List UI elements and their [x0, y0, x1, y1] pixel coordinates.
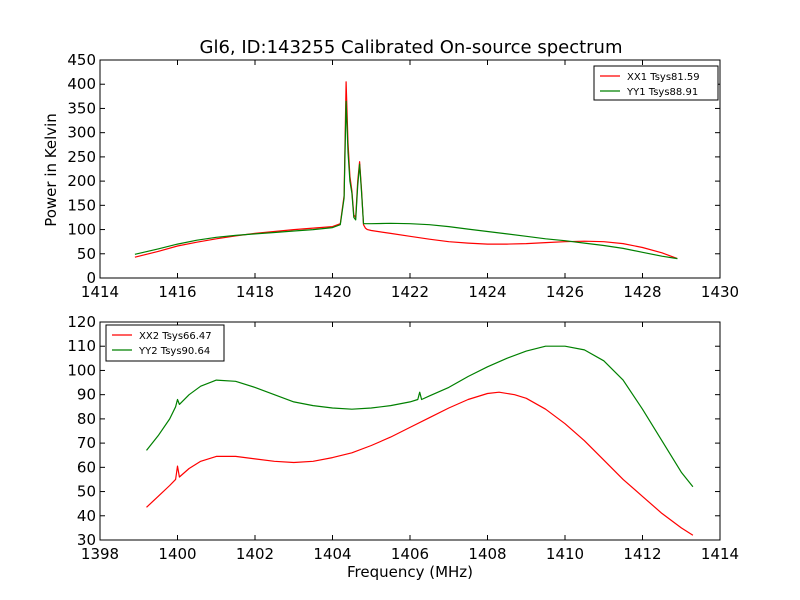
x-tick-label: 1414: [701, 545, 739, 563]
legend-label: YY1 Tsys88.91: [626, 87, 698, 98]
legend-box: [593, 65, 719, 101]
y-tick-label: 90: [77, 386, 96, 404]
y-tick-label: 60: [77, 458, 96, 476]
legend-label: XX1 Tsys81.59: [627, 72, 700, 83]
x-tick-label: 1414: [81, 283, 119, 301]
x-tick-label: 1428: [623, 283, 661, 301]
y-tick-label: 100: [67, 221, 96, 239]
x-tick-label: 1422: [391, 283, 429, 301]
y-tick-label: 100: [67, 361, 96, 379]
y-tick-label: 30: [77, 531, 96, 549]
y-tick-label: 150: [67, 196, 96, 214]
x-tick-label: 1404: [313, 545, 351, 563]
y-tick-label: 200: [67, 172, 96, 190]
x-tick-label: 1426: [546, 283, 584, 301]
y-tick-label: 40: [77, 507, 96, 525]
y-tick-label: 110: [67, 337, 96, 355]
y-tick-label: 250: [67, 148, 96, 166]
x-tick-label: 1430: [701, 283, 739, 301]
x-tick-label: 1406: [391, 545, 429, 563]
series-line-2-2: [146, 345, 694, 488]
chart-title: Gl6, ID:143255 Calibrated On-source spec…: [200, 37, 623, 58]
series-line-1-2: [134, 100, 678, 260]
y-tick-label: 400: [67, 75, 96, 93]
y-tick-label: 80: [77, 410, 96, 428]
x-tick-label: 1424: [468, 283, 506, 301]
y-tick-label: 120: [67, 313, 96, 331]
x-tick-label: 1420: [313, 283, 351, 301]
bottom-spectrum-panel: 1398 1400 1402 1404 1406 1408 1410 1412 1414 30 40…: [67, 313, 739, 563]
x-axis-label: Frequency (MHz): [347, 563, 473, 581]
series-line-1-1: [134, 81, 678, 260]
x-tick-label: 1410: [546, 545, 584, 563]
y-tick-label: 50: [77, 483, 96, 501]
series-line-2-1: [146, 391, 694, 536]
legend-label: YY2 Tsys90.64: [138, 346, 210, 357]
x-tick-label: 1408: [468, 545, 506, 563]
x-tick-label: 1402: [236, 545, 274, 563]
legend-label: XX2 Tsys66.47: [139, 331, 212, 342]
x-tick-label: 1416: [158, 283, 196, 301]
x-tick-label: 1398: [81, 545, 119, 563]
y-axis-label: Power in Kelvin: [42, 113, 60, 227]
y-tick-label: 0: [86, 269, 96, 287]
y-tick-label: 50: [77, 245, 96, 263]
x-tick-label: 1412: [623, 545, 661, 563]
y-tick-label: 450: [67, 51, 96, 69]
legend-box: [105, 324, 225, 362]
x-tick-label: 1418: [236, 283, 274, 301]
top-spectrum-panel: 1414 1416 1418 1420 1422 1424 1426 1428 1430 0 50 1…: [67, 51, 739, 301]
y-tick-label: 300: [67, 124, 96, 142]
y-tick-label: 350: [67, 99, 96, 117]
y-tick-label: 70: [77, 434, 96, 452]
x-tick-label: 1400: [158, 545, 196, 563]
